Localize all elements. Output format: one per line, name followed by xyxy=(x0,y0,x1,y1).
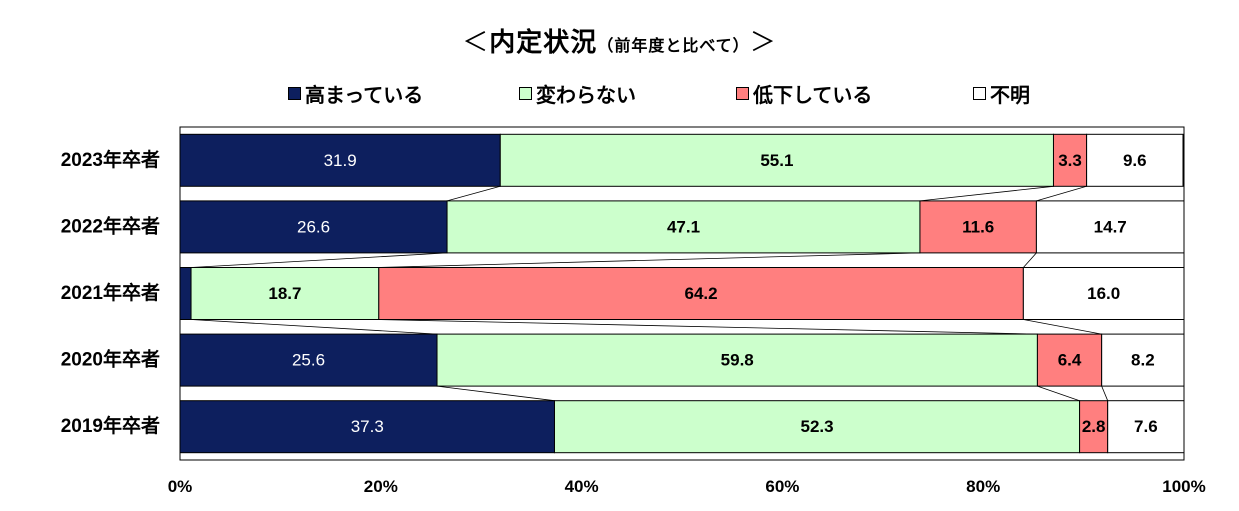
x-tick-label: 40% xyxy=(565,477,599,496)
legend-item-takamatteiru: 高まっている xyxy=(288,80,424,107)
x-tick-label: 60% xyxy=(765,477,799,496)
data-label: 8.2 xyxy=(1131,351,1155,370)
data-label: 3.3 xyxy=(1058,151,1082,170)
data-label: 18.7 xyxy=(268,284,301,303)
category-label: 2021年卒者 xyxy=(61,281,160,304)
bar-segment xyxy=(553,400,1081,454)
data-label: 26.6 xyxy=(297,217,330,236)
bar-segment xyxy=(378,267,1024,320)
data-label: 55.1 xyxy=(760,151,793,170)
bar-segment xyxy=(1079,400,1109,454)
data-label: 14.7 xyxy=(1094,217,1127,236)
series-line xyxy=(1023,252,1037,268)
bar-segment xyxy=(446,200,921,254)
data-label: 16.0 xyxy=(1087,284,1120,303)
chart-title: ＜内定状況（前年度と比べて）＞ xyxy=(0,22,1239,59)
bar-segment xyxy=(179,133,501,187)
bar-segment xyxy=(499,133,1054,187)
bar-segment xyxy=(1022,267,1185,320)
legend-swatch-kawaranai xyxy=(519,86,532,100)
bar-segment xyxy=(179,267,192,320)
legend-swatch-teika xyxy=(736,86,749,100)
data-label: 59.8 xyxy=(721,351,754,370)
legend-swatch-fumei xyxy=(973,86,986,100)
series-line xyxy=(191,319,438,335)
bar-segment xyxy=(1035,200,1185,254)
data-label: 7.6 xyxy=(1134,417,1158,436)
x-tick-label: 100% xyxy=(1162,477,1205,496)
series-line xyxy=(1023,319,1102,335)
data-label: 2.8 xyxy=(1082,417,1106,436)
chart-title-close-bracket: ＞ xyxy=(749,28,777,58)
series-line xyxy=(378,319,1038,335)
bar-segment xyxy=(179,200,448,254)
x-tick-label: 80% xyxy=(966,477,1000,496)
x-tick-label: 0% xyxy=(168,477,193,496)
bar-segment xyxy=(919,200,1037,254)
category-label: 2022年卒者 xyxy=(61,214,160,237)
category-label: 2019年卒者 xyxy=(61,414,160,437)
chart-title-main: 内定状況 xyxy=(489,28,598,58)
bar-segment xyxy=(1052,133,1088,187)
data-label: 37.3 xyxy=(351,417,384,436)
legend-swatch-takamatteiru xyxy=(288,86,301,100)
legend-label-kawaranai: 変わらない xyxy=(536,82,636,107)
bar-segment xyxy=(179,333,438,387)
legend-item-kawaranai: 変わらない xyxy=(519,80,636,107)
bar-segment xyxy=(1086,133,1184,187)
legend-label-fumei: 不明 xyxy=(990,82,1030,107)
data-label: 9.6 xyxy=(1123,151,1147,170)
series-line xyxy=(446,185,501,202)
series-line xyxy=(1101,385,1109,401)
category-label: 2020年卒者 xyxy=(61,348,160,371)
legend-label-takamatteiru: 高まっている xyxy=(305,82,424,107)
data-label: 52.3 xyxy=(800,417,833,436)
data-label: 47.1 xyxy=(667,217,700,236)
series-line xyxy=(919,185,1054,202)
legend-item-fumei: 不明 xyxy=(973,80,1030,107)
data-label: 25.6 xyxy=(292,351,325,370)
series-line xyxy=(378,252,920,268)
series-line xyxy=(1037,385,1080,402)
data-label: 6.4 xyxy=(1058,351,1082,370)
bar-segment xyxy=(1107,400,1185,454)
bar-segment xyxy=(190,267,380,320)
bar-segment xyxy=(436,333,1038,387)
bar-segment xyxy=(179,400,555,454)
series-line xyxy=(191,252,448,268)
series-line xyxy=(1036,185,1087,202)
chart-title-open-bracket: ＜ xyxy=(462,28,490,58)
bar-segment xyxy=(1036,333,1103,387)
chart-title-subtitle: （前年度と比べて） xyxy=(597,36,750,55)
data-label: 11.6 xyxy=(962,217,994,236)
legend-item-teika: 低下している xyxy=(736,80,873,107)
category-label: 2023年卒者 xyxy=(61,148,160,171)
x-tick-label: 20% xyxy=(364,477,398,496)
data-label: 64.2 xyxy=(685,284,718,303)
legend-label-teika: 低下している xyxy=(753,82,873,107)
series-line xyxy=(436,385,555,402)
bar-segment xyxy=(1101,333,1185,387)
data-label: 31.9 xyxy=(324,151,357,170)
